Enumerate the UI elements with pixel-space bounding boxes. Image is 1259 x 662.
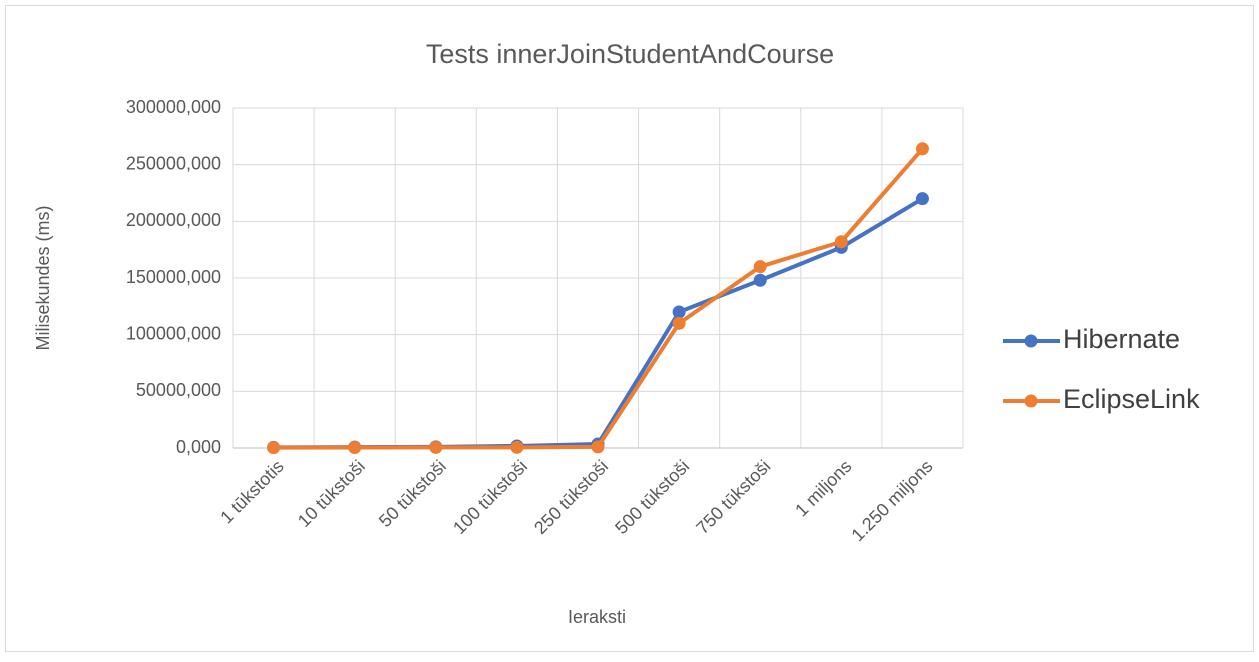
legend-marker <box>1024 394 1038 408</box>
y-tick-label: 250000,000 <box>126 153 221 173</box>
legend-label: Hibernate <box>1063 324 1180 354</box>
point <box>672 305 686 319</box>
x-axis-title: Ieraksti <box>568 607 626 627</box>
y-tick-label: 300000,000 <box>126 97 221 117</box>
point <box>267 441 281 455</box>
point <box>834 235 848 249</box>
y-tick-label: 200000,000 <box>126 210 221 230</box>
y-tick-label: 50000,000 <box>136 380 221 400</box>
y-tick-label: 100000,000 <box>126 323 221 343</box>
legend-label: EclipseLink <box>1063 384 1200 414</box>
point <box>915 142 929 156</box>
point <box>429 440 443 454</box>
y-tick-label: 0,000 <box>176 437 221 457</box>
legend-marker <box>1024 334 1038 348</box>
chart-border <box>5 5 1254 652</box>
point <box>915 192 929 206</box>
point <box>510 440 524 454</box>
point <box>753 260 767 274</box>
chart-title: Tests innerJoinStudentAndCourse <box>426 39 834 69</box>
point <box>672 316 686 330</box>
y-tick-label: 150000,000 <box>126 267 221 287</box>
point <box>753 273 767 287</box>
point <box>591 440 605 454</box>
y-axis-title: Milisekundes (ms) <box>33 205 53 350</box>
point <box>348 441 362 455</box>
